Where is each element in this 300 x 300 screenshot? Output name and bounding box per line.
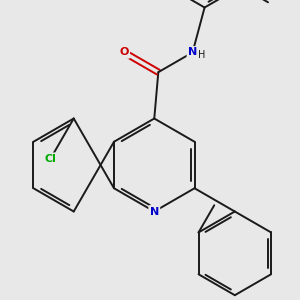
Text: Cl: Cl [44, 154, 56, 164]
Text: H: H [199, 50, 206, 60]
Text: O: O [119, 47, 129, 57]
Text: N: N [188, 47, 197, 57]
Text: N: N [150, 206, 159, 217]
